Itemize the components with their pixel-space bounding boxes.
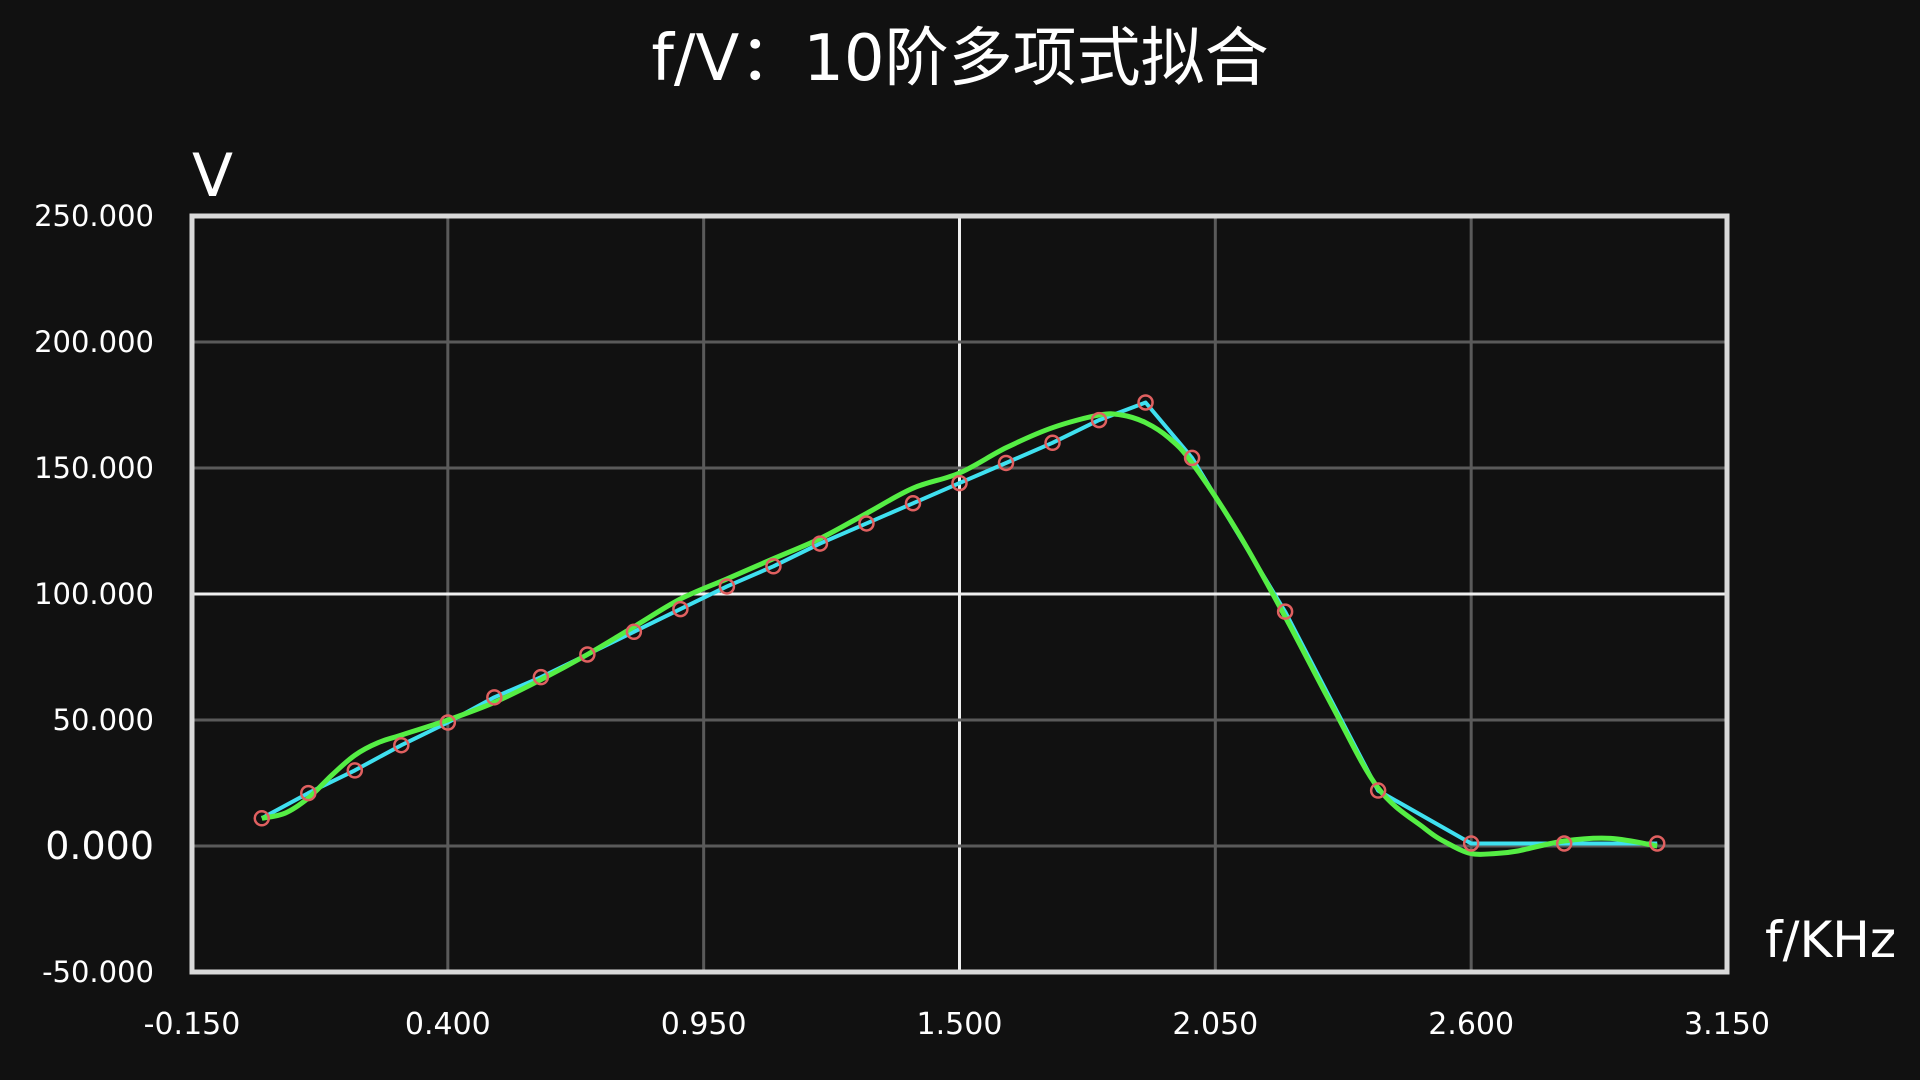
- chart-title: f/V：10阶多项式拟合: [651, 22, 1268, 96]
- data-point: [951, 474, 968, 492]
- data-point: [439, 714, 457, 731]
- x-tick-label: 2.050: [1172, 1007, 1258, 1042]
- data-point: [1648, 835, 1666, 852]
- data-point: [393, 736, 410, 754]
- y-tick-label: 250.000: [34, 199, 154, 233]
- data-point: [1137, 394, 1154, 411]
- grid: [190, 214, 1729, 974]
- data-point: [904, 495, 922, 512]
- data-point: [579, 646, 596, 663]
- data-point: [765, 558, 782, 575]
- data-point: [532, 668, 550, 686]
- data-point: [625, 623, 643, 641]
- data-point: [672, 600, 689, 618]
- x-tick-label: 1.500: [917, 1007, 1003, 1042]
- y-tick-label: 100.000: [34, 577, 154, 611]
- data-point: [718, 578, 736, 595]
- data-point: [858, 515, 875, 532]
- x-tick-label: 0.950: [661, 1007, 747, 1042]
- plot-frame: [189, 213, 1730, 975]
- data-point: [1555, 835, 1573, 852]
- x-tick-label: 0.400: [405, 1007, 491, 1042]
- y-tick-label: 0.000: [45, 824, 154, 868]
- y-tick-label: -50.000: [42, 955, 154, 989]
- data-point: [997, 454, 1015, 472]
- data-point: [300, 784, 317, 802]
- x-tick-label: -0.150: [144, 1007, 241, 1042]
- data-point: [1462, 835, 1480, 852]
- x-tick-label: 3.150: [1684, 1007, 1770, 1042]
- data-point: [486, 689, 503, 706]
- data-point: [253, 810, 271, 827]
- data-point: [1276, 603, 1294, 620]
- data-point: [1183, 449, 1201, 467]
- y-tick-label: 50.000: [53, 703, 154, 737]
- series: [253, 394, 1666, 857]
- tick-labels: -0.150 0.400 0.950 1.500 2.050 2.600 3.150 -50.…: [34, 199, 1770, 1042]
- data-point: [1369, 782, 1387, 799]
- x-tick-label: 2.600: [1428, 1007, 1514, 1042]
- data-point: [1090, 411, 1108, 429]
- x-axis-label: f/KHz: [1765, 911, 1896, 969]
- y-tick-label: 200.000: [34, 325, 154, 359]
- fit-curve: [261, 411, 1658, 857]
- data-point: [1044, 434, 1061, 452]
- data-point: [346, 762, 364, 779]
- y-tick-label: 150.000: [34, 451, 154, 485]
- y-axis-label: V: [192, 141, 233, 211]
- data-point: [811, 535, 829, 552]
